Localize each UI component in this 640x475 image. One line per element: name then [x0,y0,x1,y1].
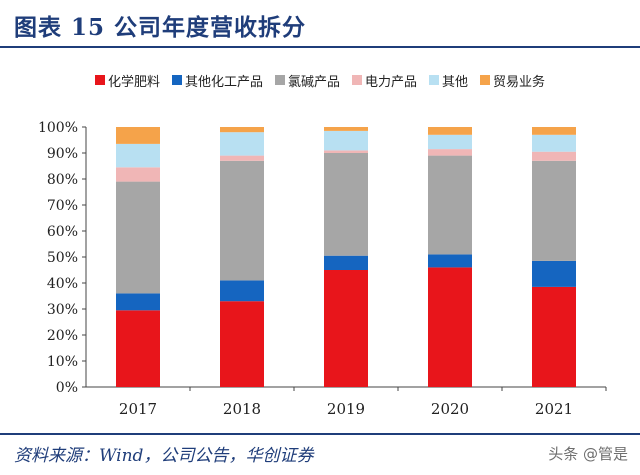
legend-label: 其他化工产品 [184,74,263,90]
y-tick-label: 60% [47,224,78,240]
bar-segment [324,130,368,151]
x-tick-label: 2019 [327,400,365,418]
bar-segment [324,150,368,153]
bar-segment [428,267,472,387]
bar-segment [220,160,264,281]
bar-segment [428,149,472,156]
y-tick-label: 80% [47,172,78,188]
y-tick-label: 90% [47,146,78,162]
chart-title: 图表 15 公司年度营收拆分 [14,14,307,41]
bar-segment [428,134,472,150]
y-tick-label: 70% [47,198,78,214]
bar-segment [324,255,368,270]
bar-segment [116,181,160,294]
bar-segment [116,310,160,387]
y-tick-label: 50% [47,250,78,266]
legend-label: 其他 [442,74,469,90]
bar-segment [532,160,576,261]
bar-segment [116,167,160,182]
bar-segment [220,301,264,387]
bar-segment [428,127,472,135]
legend-label: 贸易业务 [493,74,546,90]
x-tick-label: 2020 [431,400,469,418]
legend-swatch [94,75,105,85]
legend-label: 电力产品 [365,74,418,90]
legend-label: 氯碱产品 [287,74,340,90]
bar-segment [220,132,264,156]
legend-item: 电力产品 [352,71,417,90]
bar-segment [220,155,264,161]
title-divider [0,46,640,48]
x-tick-label: 2018 [223,400,261,418]
figure-title-bar: 图表 15 公司年度营收拆分 [0,0,640,50]
x-tick-label: 2021 [535,400,573,418]
bar-segment [532,127,576,135]
y-tick-label: 40% [47,276,78,292]
y-tick-label: 0% [56,380,78,396]
bar-segment [116,127,160,144]
source-note: 资料来源：Wind，公司公告，华创证券 [14,446,314,466]
legend-item: 氯碱产品 [274,71,340,90]
bar-segment [116,293,160,311]
bar-segment [324,127,368,131]
bar-segment [532,260,576,287]
legend-item: 贸易业务 [480,71,545,90]
legend-item: 化学肥料 [94,71,160,90]
bar-segment [116,143,160,168]
bar-segment [428,155,472,255]
bar-segment [532,286,576,387]
legend-swatch [480,75,491,85]
bar-segment [324,153,368,256]
bar-segment [220,280,264,302]
legend-swatch [429,75,440,85]
legend-swatch [352,75,362,85]
source-divider [0,433,640,435]
bar-segment [220,127,264,133]
legend-swatch [274,75,285,85]
watermark-text: 头条 @管是 [548,445,628,463]
chart-bars [116,127,576,387]
y-tick-label: 20% [47,328,78,344]
chart-legend: 化学肥料 其他化工产品 氯碱产品 电力产品 其他 贸易业务 [0,70,640,90]
legend-item: 其他 [429,71,468,90]
legend-item: 其他化工产品 [171,71,263,90]
y-tick-label: 100% [38,120,78,136]
chart-ticks: 0% 10% 20% 30% 40% 50% 60% 70% 80% 90% 100% 2017 201… [38,120,607,418]
x-tick-label: 2017 [119,400,157,418]
bar-segment [532,151,576,161]
bar-segment [532,134,576,152]
legend-label: 化学肥料 [107,74,160,90]
y-tick-label: 10% [47,354,78,370]
y-tick-label: 30% [47,302,78,318]
legend-swatch [171,75,182,85]
bar-segment [428,254,472,268]
bar-segment [324,270,368,387]
